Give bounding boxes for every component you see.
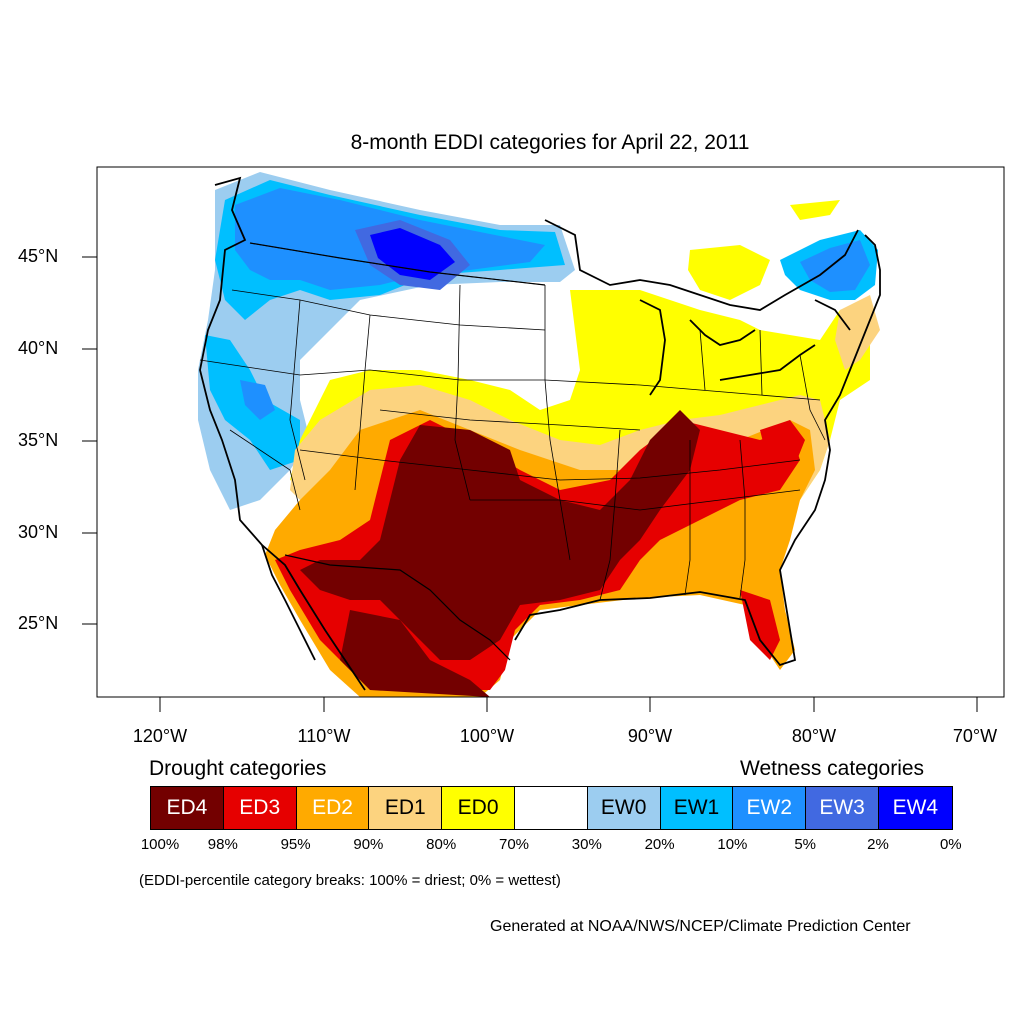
- coastline: [199, 176, 881, 691]
- lat-label-30n: 30°N: [18, 522, 59, 542]
- legend-box-ed0: ED0: [442, 787, 515, 829]
- lon-label-100w: 100°W: [459, 726, 515, 746]
- legend-break-label: 10%: [717, 836, 748, 853]
- legend-box-ed1: ED1: [369, 787, 443, 829]
- drought-ed3-carolinas: [760, 420, 805, 470]
- credit-line: Generated at NOAA/NWS/NCEP/Climate Predi…: [490, 918, 911, 935]
- drought-ed3-southeast: [740, 590, 780, 660]
- legend-break-label: 2%: [867, 836, 889, 853]
- legend-break-label: 95%: [280, 836, 311, 853]
- legend-break-label: 0%: [939, 836, 962, 853]
- national-borders: [249, 242, 546, 661]
- legend-break-label: 70%: [498, 836, 530, 853]
- legend-bar: ED4 ED3 ED2 ED1 ED0 EW0 EW1 EW2 EW3 EW4: [150, 786, 953, 830]
- legend-break-label: 90%: [353, 836, 384, 853]
- lon-label-120w: 120°W: [132, 726, 188, 746]
- wet-region-northeast-core: [800, 240, 870, 292]
- legend-box-ed2: ED2: [296, 787, 370, 829]
- wet-region-ca: [240, 380, 275, 420]
- lat-label-40n: 40°N: [18, 338, 59, 358]
- map-title: 8-month EDDI categories for April 22, 20…: [350, 131, 750, 154]
- category-note: (EDDI-percentile category breaks: 100% =…: [139, 872, 561, 889]
- lat-label-35n: 35°N: [18, 430, 59, 450]
- drought-ed4-south: [340, 610, 490, 697]
- drought-ed0-north: [790, 200, 840, 220]
- drought-ed4-region: [300, 410, 700, 660]
- legend-break-label: 100%: [140, 836, 180, 853]
- wet-region-ew4: [370, 228, 455, 280]
- legend-box-ew3: EW3: [806, 787, 879, 829]
- legend-break-label: 20%: [644, 836, 675, 853]
- legend-box-ew1: EW1: [660, 787, 734, 829]
- legend-box-ed3: ED3: [223, 787, 297, 829]
- legend-break-label: 30%: [571, 836, 602, 853]
- lat-label-45n: 45°N: [18, 246, 59, 266]
- legend-break-label: 5%: [794, 836, 817, 853]
- drought-heading: Drought categories: [149, 757, 327, 780]
- lon-label-70w: 70°W: [952, 726, 998, 746]
- lon-label-80w: 80°W: [791, 726, 837, 746]
- legend-box-neutral: [514, 787, 588, 829]
- lon-ticks: [159, 697, 978, 712]
- drought-ed1-northeast: [835, 295, 880, 370]
- legend-break-label: 80%: [426, 836, 457, 853]
- legend-box-ed4: ED4: [151, 787, 224, 829]
- lat-ticks: [82, 256, 97, 625]
- legend-box-ew0: EW0: [587, 787, 661, 829]
- lon-label-110w: 110°W: [297, 726, 351, 746]
- legend-break-label: 98%: [207, 836, 238, 853]
- drought-ed0-greatlakes: [688, 245, 770, 300]
- legend-box-ew2: EW2: [733, 787, 807, 829]
- legend-box-ew4: EW4: [878, 787, 952, 829]
- eddi-field: [195, 172, 885, 697]
- map-border: [96, 166, 1005, 698]
- lon-label-90w: 90°W: [627, 726, 673, 746]
- wetness-heading: Wetness categories: [740, 757, 925, 780]
- lat-label-25n: 25°N: [18, 613, 59, 633]
